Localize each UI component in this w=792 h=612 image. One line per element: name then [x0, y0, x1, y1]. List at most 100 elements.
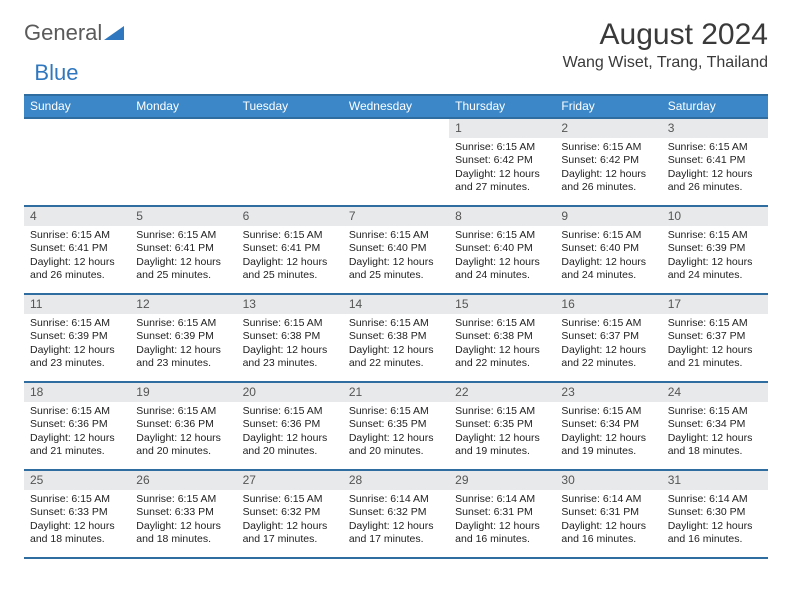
calendar-day-cell	[343, 119, 449, 205]
day-sun-info: Sunrise: 6:15 AMSunset: 6:36 PMDaylight:…	[237, 402, 343, 463]
calendar-day-cell: 28Sunrise: 6:14 AMSunset: 6:32 PMDayligh…	[343, 471, 449, 557]
day-number: 20	[237, 383, 343, 402]
day-number: 30	[555, 471, 661, 490]
calendar-day-cell	[237, 119, 343, 205]
day-sun-info: Sunrise: 6:15 AMSunset: 6:38 PMDaylight:…	[237, 314, 343, 375]
calendar-day-cell: 20Sunrise: 6:15 AMSunset: 6:36 PMDayligh…	[237, 383, 343, 469]
day-sun-info: Sunrise: 6:15 AMSunset: 6:40 PMDaylight:…	[343, 226, 449, 287]
calendar-day-cell: 23Sunrise: 6:15 AMSunset: 6:34 PMDayligh…	[555, 383, 661, 469]
calendar-day-cell: 7Sunrise: 6:15 AMSunset: 6:40 PMDaylight…	[343, 207, 449, 293]
day-number: 21	[343, 383, 449, 402]
weekday-header: Tuesday	[237, 96, 343, 117]
day-number: 24	[662, 383, 768, 402]
calendar-day-cell: 17Sunrise: 6:15 AMSunset: 6:37 PMDayligh…	[662, 295, 768, 381]
day-number: 22	[449, 383, 555, 402]
calendar-day-cell: 6Sunrise: 6:15 AMSunset: 6:41 PMDaylight…	[237, 207, 343, 293]
day-number: 1	[449, 119, 555, 138]
calendar-day-cell: 21Sunrise: 6:15 AMSunset: 6:35 PMDayligh…	[343, 383, 449, 469]
day-number: 17	[662, 295, 768, 314]
day-number: 16	[555, 295, 661, 314]
day-number: 25	[24, 471, 130, 490]
day-sun-info: Sunrise: 6:15 AMSunset: 6:39 PMDaylight:…	[24, 314, 130, 375]
day-number: 23	[555, 383, 661, 402]
day-sun-info: Sunrise: 6:14 AMSunset: 6:31 PMDaylight:…	[555, 490, 661, 551]
calendar-day-cell: 19Sunrise: 6:15 AMSunset: 6:36 PMDayligh…	[130, 383, 236, 469]
weekday-header: Sunday	[24, 96, 130, 117]
day-sun-info: Sunrise: 6:14 AMSunset: 6:32 PMDaylight:…	[343, 490, 449, 551]
weekday-header: Monday	[130, 96, 236, 117]
day-sun-info: Sunrise: 6:15 AMSunset: 6:34 PMDaylight:…	[555, 402, 661, 463]
day-number: 13	[237, 295, 343, 314]
day-sun-info: Sunrise: 6:15 AMSunset: 6:32 PMDaylight:…	[237, 490, 343, 551]
day-sun-info: Sunrise: 6:15 AMSunset: 6:35 PMDaylight:…	[343, 402, 449, 463]
title-block: August 2024 Wang Wiset, Trang, Thailand	[563, 18, 768, 72]
day-sun-info: Sunrise: 6:15 AMSunset: 6:42 PMDaylight:…	[449, 138, 555, 199]
calendar-day-cell: 4Sunrise: 6:15 AMSunset: 6:41 PMDaylight…	[24, 207, 130, 293]
weekday-header: Saturday	[662, 96, 768, 117]
weekday-header: Thursday	[449, 96, 555, 117]
calendar-day-cell: 1Sunrise: 6:15 AMSunset: 6:42 PMDaylight…	[449, 119, 555, 205]
day-sun-info: Sunrise: 6:15 AMSunset: 6:38 PMDaylight:…	[343, 314, 449, 375]
calendar-day-cell: 5Sunrise: 6:15 AMSunset: 6:41 PMDaylight…	[130, 207, 236, 293]
day-sun-info: Sunrise: 6:15 AMSunset: 6:41 PMDaylight:…	[24, 226, 130, 287]
day-sun-info: Sunrise: 6:15 AMSunset: 6:40 PMDaylight:…	[449, 226, 555, 287]
calendar-day-cell: 24Sunrise: 6:15 AMSunset: 6:34 PMDayligh…	[662, 383, 768, 469]
day-number: 15	[449, 295, 555, 314]
calendar-day-cell: 8Sunrise: 6:15 AMSunset: 6:40 PMDaylight…	[449, 207, 555, 293]
day-number: 9	[555, 207, 661, 226]
calendar-week: 11Sunrise: 6:15 AMSunset: 6:39 PMDayligh…	[24, 295, 768, 383]
calendar-day-cell: 12Sunrise: 6:15 AMSunset: 6:39 PMDayligh…	[130, 295, 236, 381]
day-number: 2	[555, 119, 661, 138]
day-sun-info: Sunrise: 6:15 AMSunset: 6:37 PMDaylight:…	[662, 314, 768, 375]
calendar-day-cell: 15Sunrise: 6:15 AMSunset: 6:38 PMDayligh…	[449, 295, 555, 381]
calendar-body: 1Sunrise: 6:15 AMSunset: 6:42 PMDaylight…	[24, 119, 768, 559]
day-number	[237, 119, 343, 137]
day-number: 31	[662, 471, 768, 490]
calendar-day-cell: 31Sunrise: 6:14 AMSunset: 6:30 PMDayligh…	[662, 471, 768, 557]
day-sun-info: Sunrise: 6:15 AMSunset: 6:41 PMDaylight:…	[130, 226, 236, 287]
calendar-day-cell: 13Sunrise: 6:15 AMSunset: 6:38 PMDayligh…	[237, 295, 343, 381]
day-number: 8	[449, 207, 555, 226]
day-number: 19	[130, 383, 236, 402]
day-number: 11	[24, 295, 130, 314]
calendar-week: 18Sunrise: 6:15 AMSunset: 6:36 PMDayligh…	[24, 383, 768, 471]
day-sun-info: Sunrise: 6:15 AMSunset: 6:42 PMDaylight:…	[555, 138, 661, 199]
location-subtitle: Wang Wiset, Trang, Thailand	[563, 54, 768, 72]
month-title: August 2024	[563, 18, 768, 52]
day-number	[343, 119, 449, 137]
day-sun-info: Sunrise: 6:15 AMSunset: 6:41 PMDaylight:…	[237, 226, 343, 287]
day-sun-info: Sunrise: 6:14 AMSunset: 6:30 PMDaylight:…	[662, 490, 768, 551]
day-sun-info: Sunrise: 6:15 AMSunset: 6:35 PMDaylight:…	[449, 402, 555, 463]
day-number: 29	[449, 471, 555, 490]
weekday-header: Friday	[555, 96, 661, 117]
calendar: SundayMondayTuesdayWednesdayThursdayFrid…	[24, 94, 768, 559]
calendar-day-cell: 18Sunrise: 6:15 AMSunset: 6:36 PMDayligh…	[24, 383, 130, 469]
calendar-day-cell: 14Sunrise: 6:15 AMSunset: 6:38 PMDayligh…	[343, 295, 449, 381]
day-sun-info: Sunrise: 6:15 AMSunset: 6:33 PMDaylight:…	[24, 490, 130, 551]
day-number	[130, 119, 236, 137]
day-sun-info: Sunrise: 6:15 AMSunset: 6:38 PMDaylight:…	[449, 314, 555, 375]
day-sun-info: Sunrise: 6:15 AMSunset: 6:39 PMDaylight:…	[662, 226, 768, 287]
calendar-day-cell: 11Sunrise: 6:15 AMSunset: 6:39 PMDayligh…	[24, 295, 130, 381]
calendar-day-cell: 27Sunrise: 6:15 AMSunset: 6:32 PMDayligh…	[237, 471, 343, 557]
day-number: 10	[662, 207, 768, 226]
calendar-day-cell: 2Sunrise: 6:15 AMSunset: 6:42 PMDaylight…	[555, 119, 661, 205]
calendar-day-cell: 16Sunrise: 6:15 AMSunset: 6:37 PMDayligh…	[555, 295, 661, 381]
calendar-day-cell	[24, 119, 130, 205]
calendar-day-cell	[130, 119, 236, 205]
day-number: 27	[237, 471, 343, 490]
calendar-day-cell: 26Sunrise: 6:15 AMSunset: 6:33 PMDayligh…	[130, 471, 236, 557]
calendar-week: 1Sunrise: 6:15 AMSunset: 6:42 PMDaylight…	[24, 119, 768, 207]
day-number: 14	[343, 295, 449, 314]
day-number: 3	[662, 119, 768, 138]
calendar-day-cell: 25Sunrise: 6:15 AMSunset: 6:33 PMDayligh…	[24, 471, 130, 557]
logo-text-general: General	[24, 20, 102, 46]
day-number: 28	[343, 471, 449, 490]
day-sun-info: Sunrise: 6:15 AMSunset: 6:34 PMDaylight:…	[662, 402, 768, 463]
day-number	[24, 119, 130, 137]
calendar-day-cell: 10Sunrise: 6:15 AMSunset: 6:39 PMDayligh…	[662, 207, 768, 293]
day-sun-info: Sunrise: 6:14 AMSunset: 6:31 PMDaylight:…	[449, 490, 555, 551]
day-sun-info: Sunrise: 6:15 AMSunset: 6:37 PMDaylight:…	[555, 314, 661, 375]
logo-triangle-icon	[104, 24, 124, 42]
day-number: 12	[130, 295, 236, 314]
